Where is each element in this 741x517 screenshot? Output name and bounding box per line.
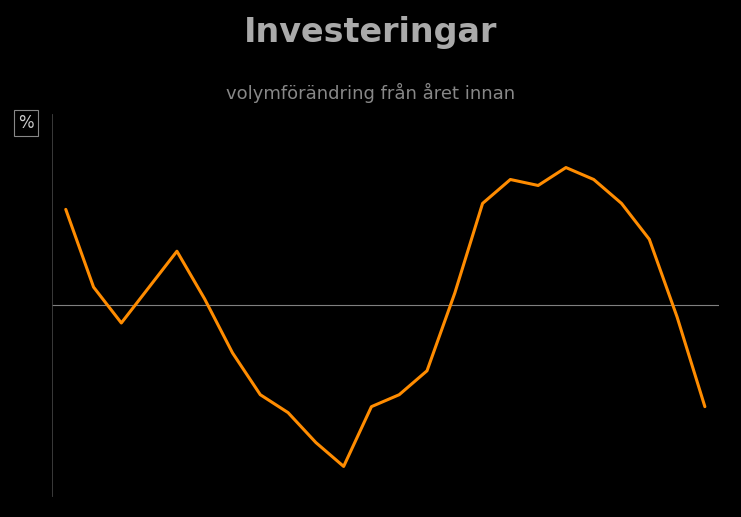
Text: Investeringar: Investeringar <box>244 16 497 49</box>
Text: %: % <box>18 114 34 132</box>
Text: volymförändring från året innan: volymförändring från året innan <box>226 83 515 103</box>
